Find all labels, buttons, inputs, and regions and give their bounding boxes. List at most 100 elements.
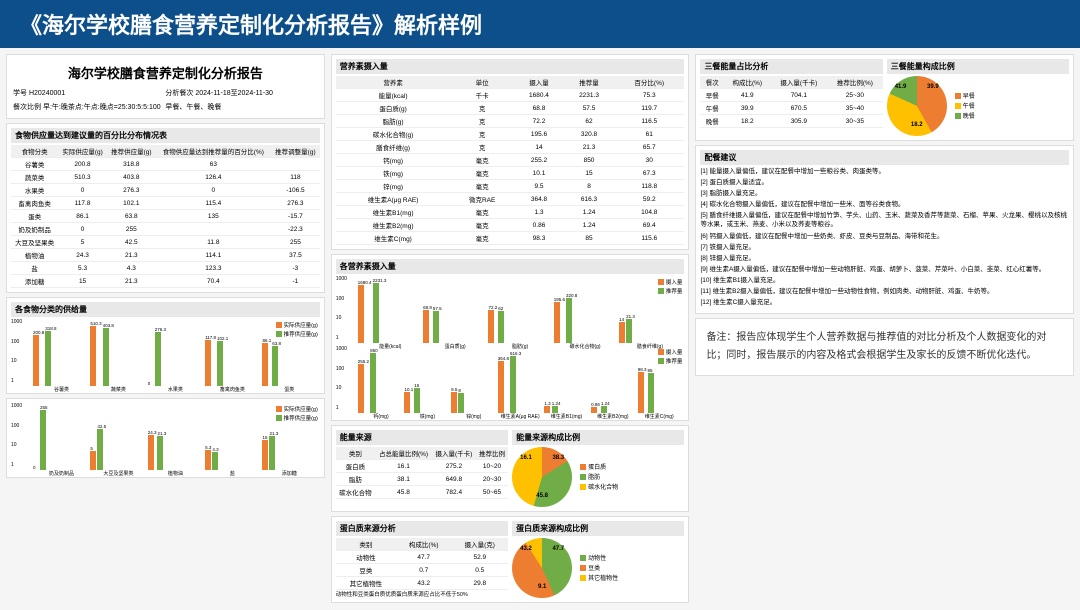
bar-rec: [510, 356, 516, 413]
pie-chart: 16.138.345.8: [512, 447, 572, 507]
bar-actual: [554, 302, 560, 343]
bar-rec: [155, 332, 161, 386]
table-row: 添加糖1521.370.4-1: [11, 275, 320, 288]
bar-rec: [373, 283, 379, 343]
bar-rec: [498, 311, 504, 343]
table-row: 蛋白质16.1275.210~20: [336, 460, 508, 473]
table-row: 动物性47.752.9: [336, 551, 508, 564]
bar-group: 68.857.5: [423, 305, 486, 343]
bar-group: 195.6320.8: [554, 293, 617, 343]
legend-item: 豆类: [580, 563, 618, 572]
bar-group: 86.163.8: [262, 338, 317, 386]
table-row: 水果类0276.30-106.5: [11, 184, 320, 197]
bar-actual: [423, 310, 429, 343]
advice-item: [2] 蛋白质摄入量适宜。: [700, 178, 1069, 187]
table-row: 蔬菜类510.3403.8126.4118: [11, 171, 320, 184]
bar-rec: [272, 346, 278, 386]
bar-rec: [648, 373, 654, 413]
advice-item: [9] 维生素A摄入量偏低，建议在配餐中增加一些动物肝脏、鸡蛋、胡萝卜、菠菜、芹…: [700, 265, 1069, 274]
legend-item: 推荐量: [658, 287, 683, 295]
bar-group: 542.5: [90, 424, 145, 470]
legend-item: 摄入量: [658, 348, 683, 356]
legend-item: 午餐: [955, 101, 975, 110]
pie-chart: 41.939.918.2: [887, 76, 947, 136]
bar-actual: [90, 451, 96, 470]
bar-actual: [205, 450, 211, 470]
advice-item: [8] 锌摄入量充足。: [700, 254, 1069, 263]
table-row: 维生素B1(mg)毫克1.31.24104.8: [336, 206, 685, 219]
bar-actual: [544, 406, 550, 413]
advice-item: [6] 钙摄入量偏低，建议在配餐中增加一些奶类、虾皮、豆类与豆制品、海带和花生。: [700, 232, 1069, 241]
bar-group: 1680.42231.3: [358, 278, 421, 343]
legend-item: 蛋白质: [580, 462, 618, 471]
food-supply-table: 食物供应量达到建议量的百分比分布情况表 食物分类实际供应量(g)推荐供应量(g)…: [6, 123, 325, 293]
bar-actual: [451, 392, 457, 413]
advice-item: [10] 维生素B1摄入量充足。: [700, 276, 1069, 285]
legend-item: 动物性: [580, 553, 618, 562]
table-1: 食物分类实际供应量(g)推荐供应量(g)食物供应量达到推荐量的百分比(%)推荐调…: [11, 145, 320, 288]
advice-item: [4] 碳水化合物摄入量偏低，建议在配餐中增加一些米、面等谷类食物。: [700, 200, 1069, 209]
table-row: 盐5.34.3123.3-3: [11, 262, 320, 275]
report-header-panel: 海尔学校膳食营养定制化分析报告 学号 H20240001 分析餐次 2024-1…: [6, 54, 325, 119]
legend-item: 推荐供应量(g): [276, 414, 318, 422]
bar-actual: [358, 364, 364, 413]
table-row: 维生素C(mg)毫克98.385115.6: [336, 232, 685, 245]
bar-rec: [103, 328, 109, 386]
table-3: 类别占总能量比例(%)摄入量(千卡)推荐比例蛋白质16.1275.210~20脂…: [336, 447, 508, 499]
table-row: 谷薯类200.8318.863: [11, 158, 320, 171]
table-row: 奶及奶制品0255-22.3: [11, 223, 320, 236]
bar-group: 0255: [33, 405, 88, 470]
table-row: 早餐41.9704.125~30: [700, 89, 882, 102]
advice-item: [12] 维生素C摄入量充足。: [700, 298, 1069, 307]
table-2: 营养素单位摄入量推荐量百分比(%)能量(kcal)千卡1680.42231.37…: [336, 76, 685, 245]
advice-panel: 配餐建议 [1] 能量摄入量偏低，建议在配餐中增加一些粮谷类、肉蛋类等。[2] …: [695, 145, 1074, 314]
bar-rec: [97, 429, 103, 470]
pie-protein: 43.247.79.1动物性豆类其它植物性: [512, 538, 684, 598]
legend-item: 碳水化合物: [580, 482, 618, 491]
bar-group: 5.34.3: [205, 445, 260, 470]
bar-group: 9.58: [451, 387, 496, 413]
bar-rec: [414, 388, 420, 413]
report-title: 海尔学校膳食营养定制化分析报告: [11, 59, 320, 86]
bar-group: 1.31.24: [544, 401, 589, 413]
footer-note: 备注：报告应体现学生个人营养数据与推荐值的对比分析及个人数据变化的对比；同时，报…: [695, 318, 1074, 376]
bar-group: 98.385: [638, 367, 683, 413]
bar-actual: [498, 361, 504, 413]
bar-rec: [552, 406, 558, 413]
chart-food-2: 10001001010255542.524.321.35.34.31521.3奶…: [6, 398, 325, 478]
bar-actual: [205, 340, 211, 386]
legend-item: 摄入量: [658, 278, 683, 286]
bar-rec: [217, 341, 223, 386]
bar-rec: [45, 331, 51, 386]
pie-energy: 16.138.345.8蛋白质脂肪碳水化合物: [512, 447, 684, 507]
table-5: 餐次构成比(%)摄入量(千卡)推荐比例(%)早餐41.9704.125~30午餐…: [700, 76, 882, 128]
table-row: 维生素B2(mg)毫克0.861.2469.4: [336, 219, 685, 232]
meal-energy: 三餐能量占比分析 餐次构成比(%)摄入量(千卡)推荐比例(%)早餐41.9704…: [695, 54, 1074, 141]
bar-actual: [33, 335, 39, 386]
bar-actual: [358, 285, 364, 343]
bar-group: 0276.3: [148, 327, 203, 386]
legend-item: 实际供应量(g): [276, 321, 318, 329]
bar-rec: [433, 311, 439, 343]
table-row: 蛋白质(g)克68.857.5119.7: [336, 102, 685, 115]
table-row: 大豆及坚果类542.511.8255: [11, 236, 320, 249]
content-area: 海尔学校膳食营养定制化分析报告 学号 H20240001 分析餐次 2024-1…: [0, 48, 1080, 610]
bar-group: 1421.3: [619, 314, 682, 343]
bar-group: 24.321.3: [148, 430, 203, 470]
table-row: 植物油24.321.3114.137.5: [11, 249, 320, 262]
table-row: 其它植物性43.229.8: [336, 577, 508, 590]
page-header: 《海尔学校膳食营养定制化分析报告》解析样例: [0, 0, 1080, 48]
advice-item: [3] 脂肪摄入量充足。: [700, 189, 1069, 198]
table-row: 钙(mg)毫克255.285030: [336, 154, 685, 167]
table-row: 铁(mg)毫克10.11567.3: [336, 167, 685, 180]
bar-actual: [619, 322, 625, 343]
protein-source: 蛋白质来源分析 类别构成比(%)摄入量(克)动物性47.752.9豆类0.70.…: [331, 516, 690, 603]
table-row: 蛋类86.163.8135-15.7: [11, 210, 320, 223]
legend-item: 推荐供应量(g): [276, 330, 318, 338]
legend-item: 晚餐: [955, 111, 975, 120]
table-row: 脂肪(g)克72.262116.5: [336, 115, 685, 128]
table-row: 锌(mg)毫克9.58118.8: [336, 180, 685, 193]
bar-actual: [262, 343, 268, 386]
bar-group: 364.8616.3: [498, 351, 543, 413]
bar-rec: [269, 436, 275, 470]
